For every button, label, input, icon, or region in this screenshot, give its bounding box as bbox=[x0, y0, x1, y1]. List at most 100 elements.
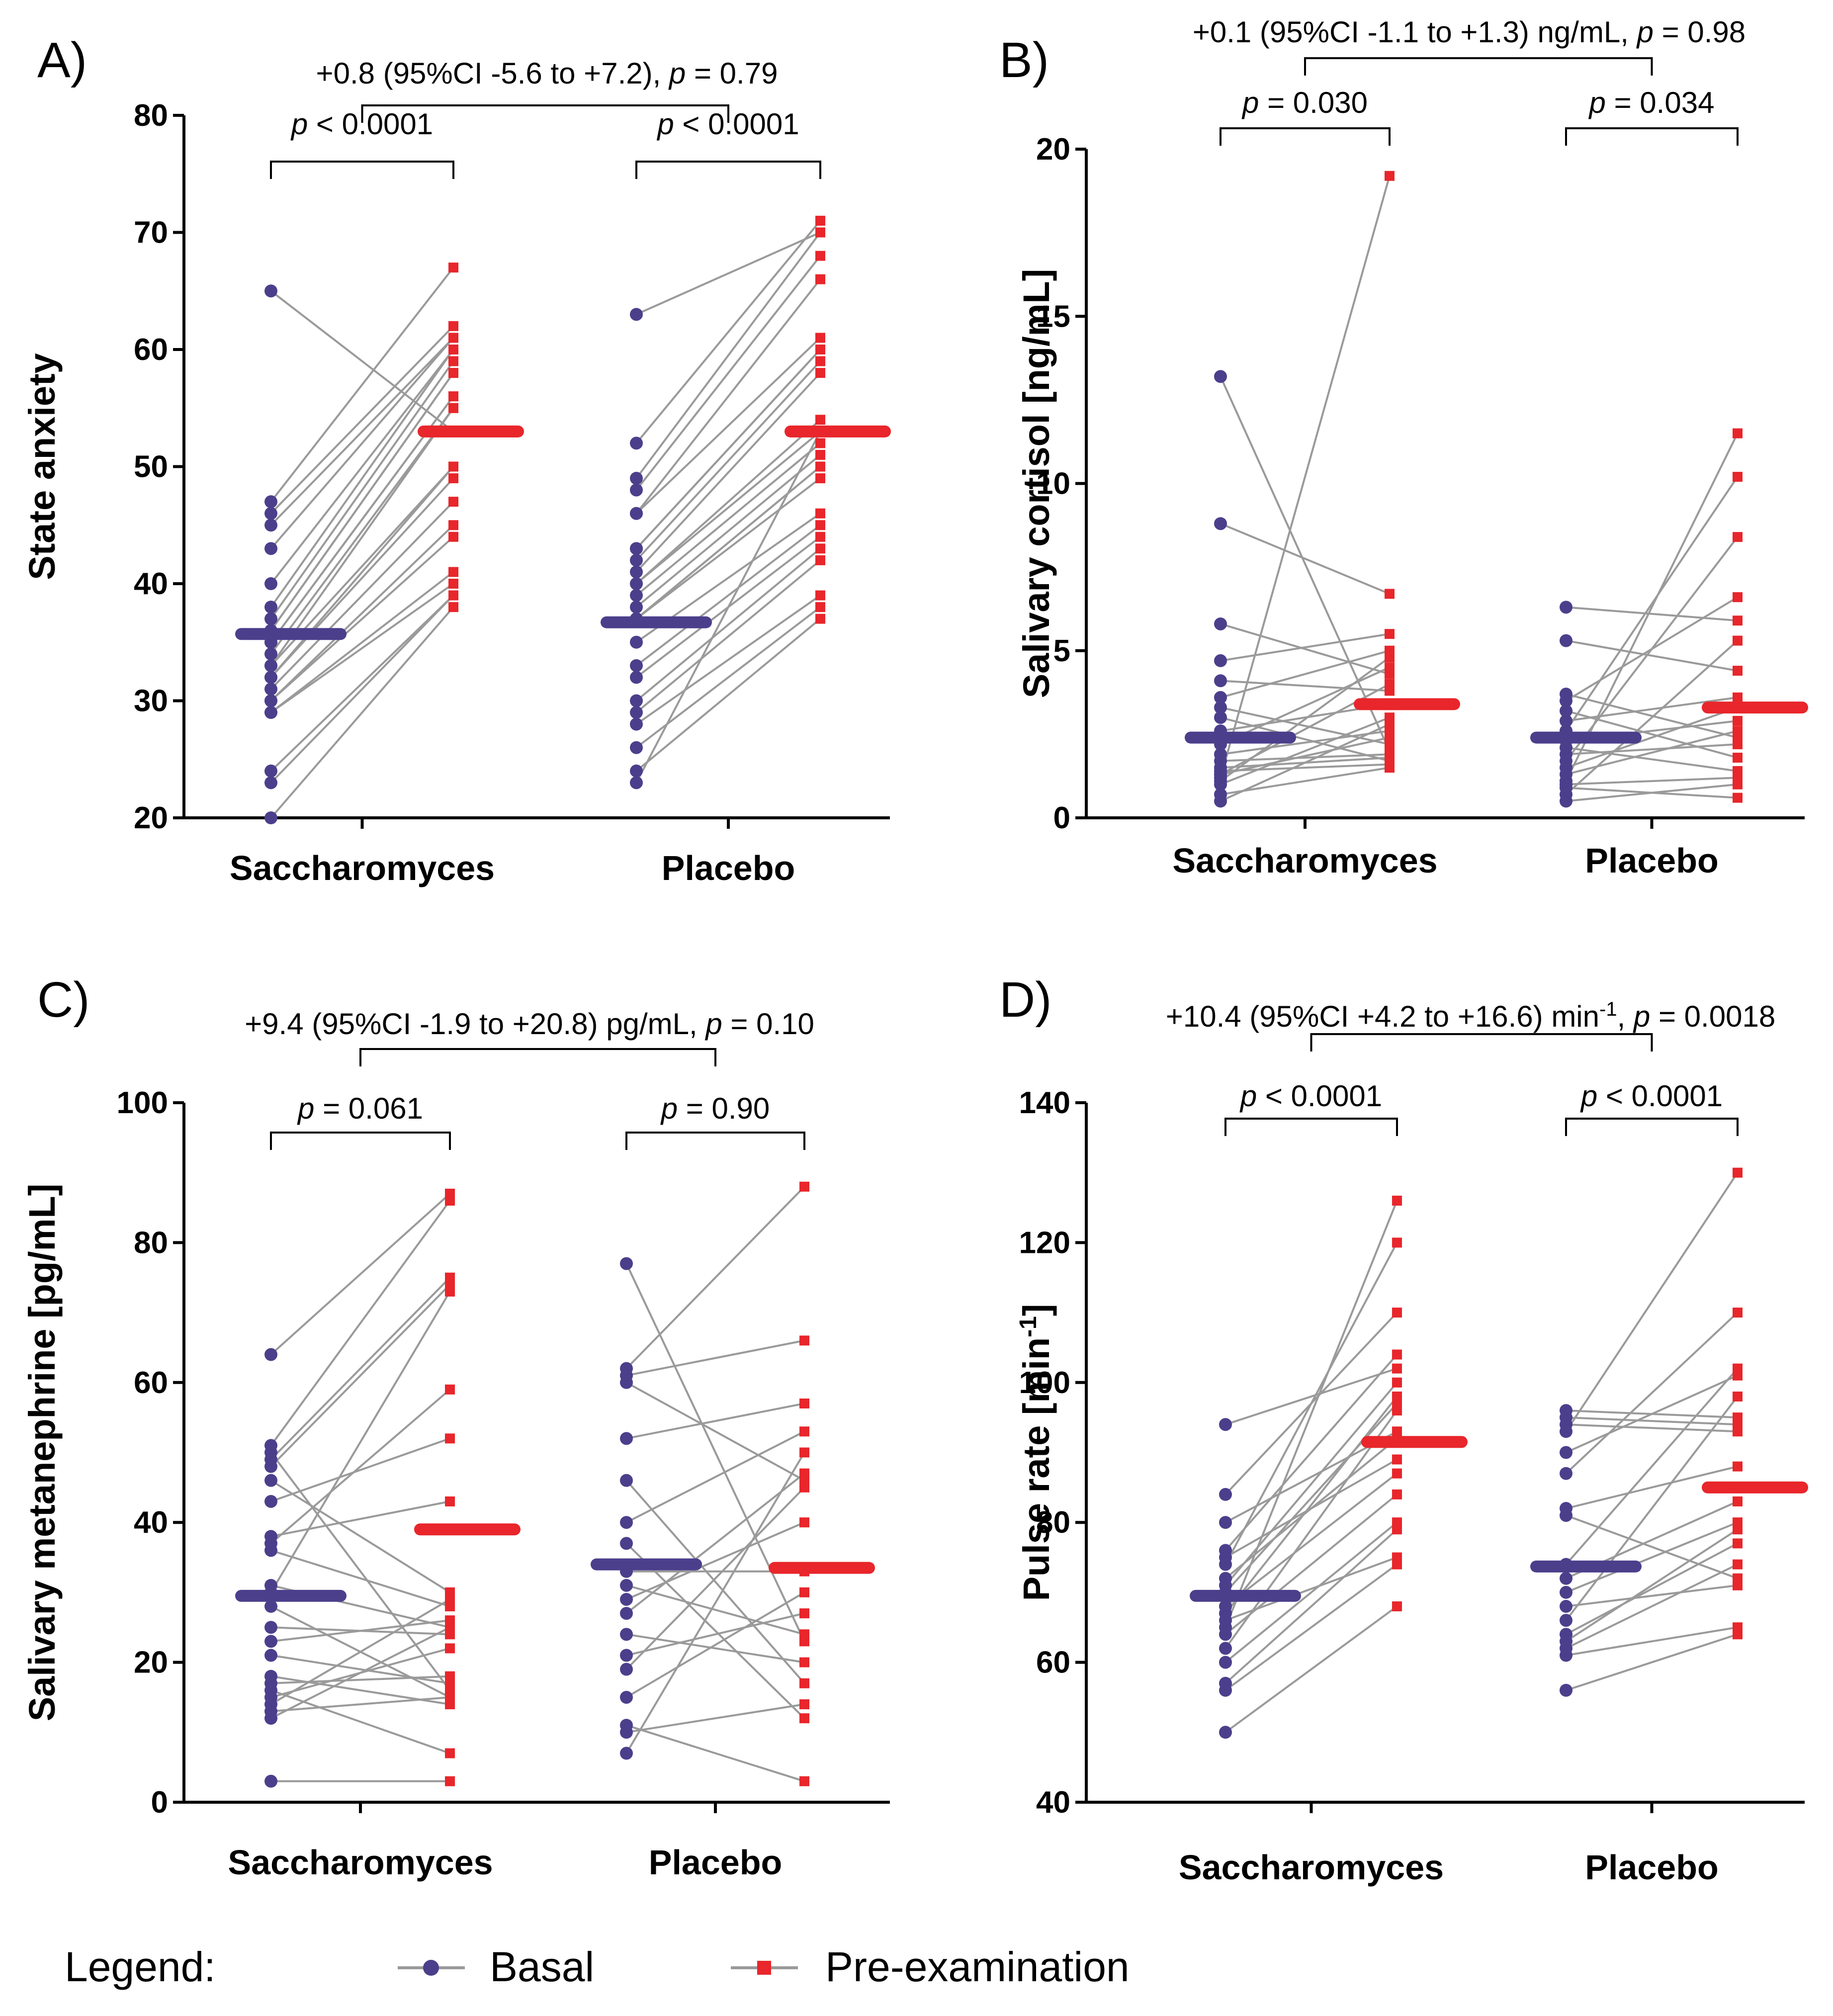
pair-line bbox=[1565, 433, 1739, 782]
pre-point bbox=[445, 1622, 455, 1633]
within-test-value: = 0.034 bbox=[1606, 86, 1715, 119]
basal-point bbox=[264, 1635, 277, 1648]
pair-line bbox=[1566, 1584, 1738, 1608]
basal-point bbox=[620, 1592, 633, 1606]
pre-point bbox=[1733, 428, 1743, 438]
panel-letter: A) bbox=[37, 32, 87, 88]
y-tick-label: 60 bbox=[134, 1366, 168, 1400]
pair-line bbox=[636, 231, 821, 316]
pre-point bbox=[1733, 792, 1743, 803]
pair-line bbox=[1224, 1473, 1398, 1607]
pre-point bbox=[1392, 1308, 1402, 1318]
pre-point bbox=[1733, 752, 1743, 763]
pre-point bbox=[1733, 666, 1743, 676]
pre-point bbox=[1733, 1496, 1743, 1506]
pair-line bbox=[1224, 1402, 1398, 1593]
group-saccharomyces: p = 0.030 bbox=[1185, 86, 1460, 808]
within-test-p: p bbox=[1241, 86, 1259, 119]
within-test-label: p = 0.034 bbox=[1588, 86, 1715, 119]
within-bracket bbox=[270, 1132, 451, 1150]
pair-line bbox=[1220, 723, 1390, 802]
basal-point bbox=[630, 601, 643, 614]
pair-line bbox=[270, 1696, 450, 1713]
basal-point bbox=[1560, 1467, 1572, 1480]
basal-point bbox=[620, 1432, 633, 1445]
basal-point bbox=[264, 647, 277, 661]
between-test-p: p bbox=[1633, 1000, 1650, 1033]
pre-point bbox=[799, 1517, 809, 1528]
basal-point bbox=[264, 1621, 277, 1634]
within-test-label: p = 0.030 bbox=[1241, 86, 1368, 119]
pair-line bbox=[1224, 1354, 1398, 1551]
pair-line bbox=[626, 1724, 805, 1782]
within-test-value: = 0.030 bbox=[1259, 86, 1368, 119]
pair-line bbox=[1565, 640, 1739, 795]
pair-line bbox=[625, 1542, 805, 1719]
pair-line bbox=[270, 466, 454, 678]
basal-point bbox=[264, 601, 277, 614]
pair-line bbox=[270, 595, 454, 784]
pre-point bbox=[1733, 1629, 1743, 1640]
category-label: Saccharomyces bbox=[1179, 1848, 1444, 1887]
pair-line bbox=[1220, 175, 1391, 778]
pre-point bbox=[815, 590, 825, 601]
pre-point bbox=[799, 1447, 809, 1458]
between-test-unit-sup: -1 bbox=[1599, 998, 1617, 1020]
pre-point bbox=[1392, 1468, 1402, 1479]
pair-line bbox=[270, 1277, 451, 1460]
pre-point bbox=[1392, 1454, 1402, 1465]
pre-point bbox=[799, 1426, 809, 1437]
pre-point bbox=[445, 1594, 455, 1604]
basal-point bbox=[620, 1607, 633, 1620]
pre-point bbox=[445, 1692, 455, 1702]
pair-line bbox=[1566, 696, 1738, 722]
basal-point bbox=[1219, 1516, 1232, 1529]
pre-point bbox=[1733, 739, 1743, 750]
between-test-estimate: +9.4 (95%CI -1.9 to +20.8) pg/mL, bbox=[245, 1007, 705, 1041]
pre-point bbox=[1392, 1489, 1402, 1499]
within-bracket bbox=[1220, 127, 1391, 146]
pair-line bbox=[635, 618, 821, 772]
pre-point bbox=[815, 543, 825, 554]
pair-line bbox=[1565, 476, 1739, 732]
pair-line bbox=[625, 1487, 805, 1670]
pre-point bbox=[1733, 1426, 1743, 1437]
pre-point bbox=[1733, 472, 1743, 482]
basal-point bbox=[264, 542, 277, 555]
within-test-value: < 0.0001 bbox=[308, 107, 433, 141]
pair-line bbox=[1220, 767, 1390, 795]
category-label: Saccharomyces bbox=[1172, 841, 1437, 880]
pair-line bbox=[1224, 1200, 1398, 1628]
pair-line bbox=[1566, 709, 1738, 759]
pair-line bbox=[270, 1284, 451, 1468]
pair-line bbox=[1220, 730, 1390, 756]
pair-line bbox=[626, 1521, 805, 1600]
between-test-value: = 0.79 bbox=[686, 57, 778, 90]
pair-line bbox=[1220, 683, 1390, 776]
pre-point bbox=[799, 1629, 809, 1640]
pre-point bbox=[799, 1482, 809, 1492]
y-tick-label: 0 bbox=[151, 1785, 168, 1820]
between-bracket bbox=[359, 1048, 716, 1066]
within-test-label: p = 0.061 bbox=[297, 1092, 423, 1125]
pair-line bbox=[625, 1480, 805, 1684]
within-test-value: < 0.0001 bbox=[1597, 1079, 1723, 1113]
basal-point bbox=[1560, 1649, 1572, 1662]
basal-point bbox=[630, 553, 643, 567]
pre-point bbox=[448, 567, 458, 577]
pair-line bbox=[1220, 376, 1391, 752]
legend-pre-marker bbox=[757, 1961, 771, 1975]
panel-1: A) 20 30 40 50 60 70 80 State anxiety Saccharomyc… bbox=[21, 32, 891, 887]
basal-point bbox=[620, 1690, 633, 1704]
pair-line bbox=[1566, 1374, 1738, 1454]
pair-line bbox=[626, 1339, 805, 1377]
pre-point bbox=[448, 520, 458, 530]
basal-point bbox=[1219, 1683, 1232, 1697]
within-test-p: p bbox=[1239, 1079, 1257, 1113]
pair-line bbox=[1220, 763, 1390, 772]
pre-point bbox=[815, 215, 825, 226]
pre-point bbox=[1733, 1391, 1743, 1402]
pair-line bbox=[270, 1500, 450, 1538]
pair-line bbox=[270, 1437, 450, 1502]
